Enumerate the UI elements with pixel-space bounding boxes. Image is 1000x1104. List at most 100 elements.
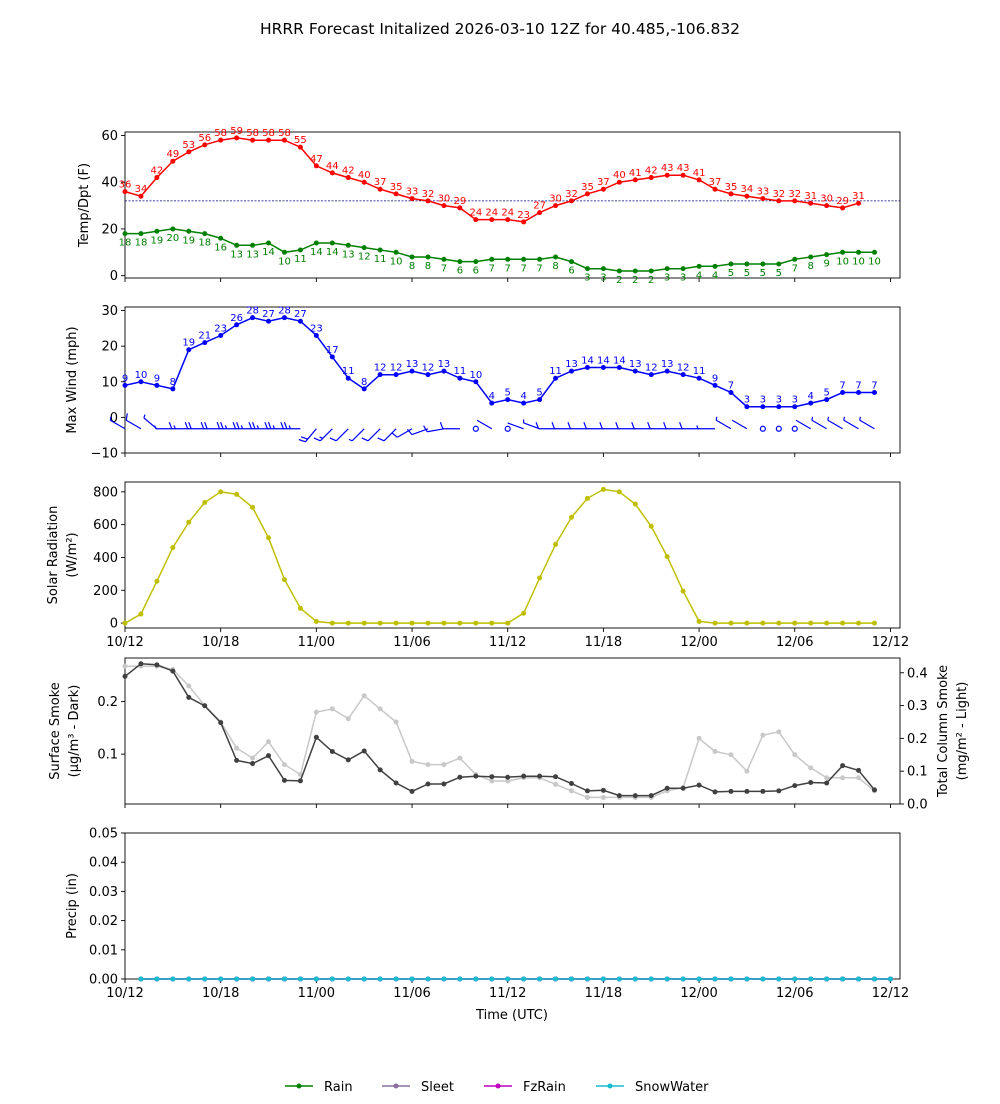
wind-barb-flag [284, 422, 286, 429]
solar-radiation-point [234, 492, 239, 497]
wind-barb-half-flag [812, 417, 813, 420]
surface-smoke-point [697, 783, 702, 788]
snowwater-point [776, 977, 781, 982]
solar-ytick-label: 0 [110, 617, 118, 632]
surface-smoke-point [410, 789, 415, 794]
max-wind-data-label: 10 [135, 370, 148, 381]
surface-smoke-point [505, 775, 510, 780]
wind-y-label: Max Wind (mph) [65, 326, 80, 433]
solar-radiation-point [617, 489, 622, 494]
dewpoint-point [330, 240, 335, 245]
dewpoint-point [138, 231, 143, 236]
solar-radiation-point [585, 496, 590, 501]
wind-barb-staff [796, 420, 811, 429]
surface-smoke-point [585, 788, 590, 793]
solar-radiation-point [441, 621, 446, 626]
total-column-smoke-point [266, 739, 271, 744]
temperature-data-label: 58 [278, 128, 291, 139]
dewpoint-point [585, 266, 590, 271]
precip-ytick-label: 0.04 [89, 856, 118, 871]
xtick-label: 10/12 [106, 986, 143, 1001]
dewpoint-point [489, 257, 494, 262]
wind-barb-flag [281, 422, 283, 429]
solar-radiation-point [489, 621, 494, 626]
solar-radiation-point [218, 489, 223, 494]
surface-smoke-point [569, 781, 574, 786]
max-wind-data-label: 4 [489, 391, 495, 402]
total-column-smoke-point [410, 759, 415, 764]
total-column-smoke-point [553, 782, 558, 787]
wind-barb-half-flag [110, 417, 111, 420]
wind-barb [126, 413, 141, 428]
snowwater-point [489, 977, 494, 982]
temperature-data-label: 58 [246, 128, 259, 139]
dewpoint-point [681, 266, 686, 271]
wind-barb-half-flag [828, 417, 829, 420]
legend-label-snowwater: SnowWater [635, 1080, 709, 1095]
dewpoint-data-label: 2 [648, 275, 654, 286]
xtick-label: 11/06 [393, 986, 430, 1001]
max-wind-data-label: 13 [438, 359, 451, 370]
dewpoint-point [394, 250, 399, 255]
xtick-label: 12/06 [776, 635, 813, 650]
dewpoint-point [362, 245, 367, 250]
legend-item-rain: Rain [285, 1080, 353, 1095]
max-wind-data-label: 3 [792, 395, 798, 406]
solar-y-label: Solar Radiation [46, 506, 61, 605]
surface-smoke-point [473, 774, 478, 779]
wind-barb-flag [600, 422, 602, 429]
dewpoint-point [473, 259, 478, 264]
wind-barb-flag [648, 422, 650, 429]
dewpoint-point [123, 231, 128, 236]
xtick-label: 12/00 [680, 986, 717, 1001]
temperature-data-label: 32 [422, 189, 435, 200]
dewpoint-data-label: 8 [409, 261, 415, 272]
max-wind-data-label: 14 [597, 356, 610, 367]
wind-barb-staff [320, 429, 332, 441]
solar-radiation-point [665, 554, 670, 559]
temperature-data-label: 37 [709, 177, 722, 188]
dewpoint-point [840, 250, 845, 255]
max-wind-data-label: 28 [278, 306, 291, 317]
dewpoint-data-label: 19 [182, 235, 195, 246]
dewpoint-data-label: 10 [390, 256, 403, 267]
total-column-smoke-point [569, 788, 574, 793]
snowwater-point [585, 977, 590, 982]
wind-barb-flag [664, 422, 666, 429]
dewpoint-data-label: 13 [246, 249, 259, 260]
wind-barb [362, 429, 380, 441]
xtick-label: 11/18 [585, 635, 622, 650]
dewpoint-point [346, 243, 351, 248]
dewpoint-point [505, 257, 510, 262]
dewpoint-data-label: 8 [425, 261, 431, 272]
surface-smoke-point [824, 780, 829, 785]
wind-barb-flag [217, 422, 219, 429]
dewpoint-data-label: 18 [135, 238, 148, 249]
max-wind-data-label: 23 [214, 323, 227, 334]
snowwater-point [346, 977, 351, 982]
wind-barb [844, 417, 859, 429]
dewpoint-point [569, 259, 574, 264]
wind-barb-staff [368, 429, 380, 441]
surface-smoke-point [282, 778, 287, 783]
surface-smoke-point [776, 788, 781, 793]
surface-smoke-point [298, 778, 303, 783]
surface-smoke-point [234, 758, 239, 763]
wind-barb-half-flag [844, 417, 845, 420]
wind-barb-flag [632, 422, 634, 429]
xtick-label: 11/00 [298, 986, 335, 1001]
max-wind-data-label: 7 [728, 380, 734, 391]
snowwater-point [473, 977, 478, 982]
temperature-data-label: 32 [788, 189, 801, 200]
snowwater-point [633, 977, 638, 982]
dewpoint-point [792, 257, 797, 262]
total-column-smoke-point [186, 683, 191, 688]
wind-barb-calm [760, 426, 765, 431]
dewpoint-data-label: 13 [342, 249, 355, 260]
wind-barb-staff [844, 420, 859, 429]
wind-barb-staff [336, 429, 348, 441]
total-column-smoke-line [125, 666, 875, 797]
solar-radiation-point [569, 515, 574, 520]
dewpoint-point [218, 236, 223, 241]
temperature-data-label: 35 [581, 182, 594, 193]
